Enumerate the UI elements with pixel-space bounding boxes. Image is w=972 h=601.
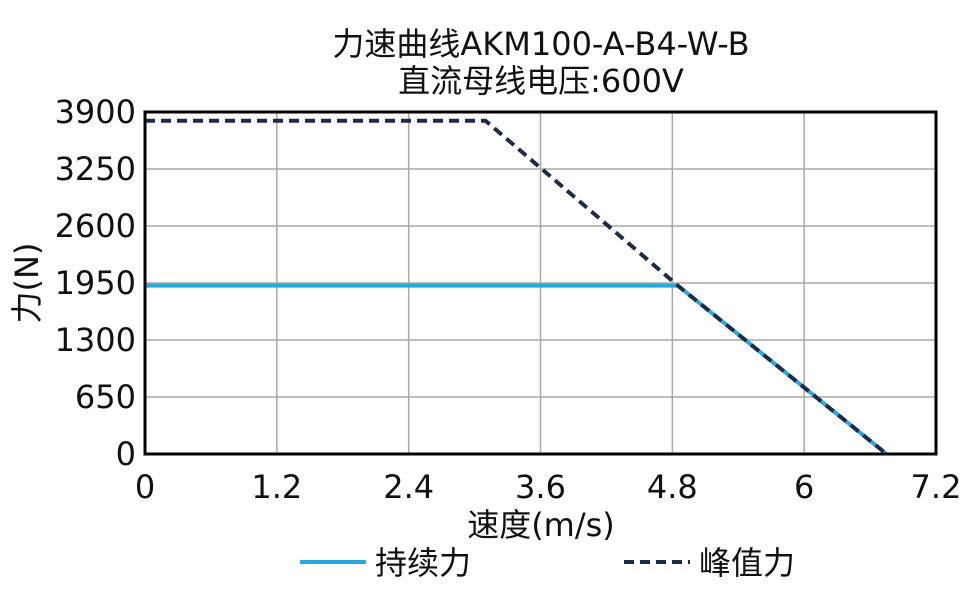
legend-label-continuous-force: 持续力 <box>375 544 471 582</box>
grid-layer <box>144 111 937 455</box>
x-tick-label: 3.6 <box>515 468 566 506</box>
y-tick-label: 650 <box>75 378 136 416</box>
y-tick-label: 3250 <box>55 150 136 188</box>
series-layer <box>145 118 888 456</box>
x-axis-ticks: 0 1.2 2.4 3.6 4.8 6 7.2 <box>135 468 962 506</box>
plot-area: 0 650 1300 1950 2600 3250 3900 0 1.2 2.4 3.6 4.8 6 7… <box>55 93 962 506</box>
chart-subtitle: 直流母线电压:600V <box>398 62 684 100</box>
y-tick-label: 1300 <box>55 321 136 359</box>
legend-item-continuous-force: 持续力 <box>300 544 471 582</box>
series-line-peak-force <box>145 118 888 456</box>
legend-item-peak-force: 峰值力 <box>624 544 795 582</box>
x-tick-label: 1.2 <box>251 468 302 506</box>
y-axis-ticks: 0 650 1300 1950 2600 3250 3900 <box>55 93 136 473</box>
series-line-continuous-force <box>145 283 888 456</box>
y-tick-label: 1950 <box>55 264 136 302</box>
x-tick-label: 7.2 <box>911 468 962 506</box>
x-axis-label: 速度(m/s) <box>467 506 615 544</box>
y-tick-label: 3900 <box>55 93 136 131</box>
x-tick-label: 2.4 <box>383 468 434 506</box>
chart-title: 力速曲线AKM100-A-B4-W-B <box>332 25 749 63</box>
y-tick-label: 0 <box>116 435 136 473</box>
x-tick-label: 4.8 <box>647 468 698 506</box>
plot-border <box>143 110 938 456</box>
legend-label-peak-force: 峰值力 <box>699 544 795 582</box>
x-tick-label: 0 <box>135 468 155 506</box>
y-tick-label: 2600 <box>55 207 136 245</box>
x-tick-label: 6 <box>794 468 814 506</box>
legend: 持续力 峰值力 <box>300 544 795 582</box>
y-axis-label: 力(N) <box>8 243 46 324</box>
